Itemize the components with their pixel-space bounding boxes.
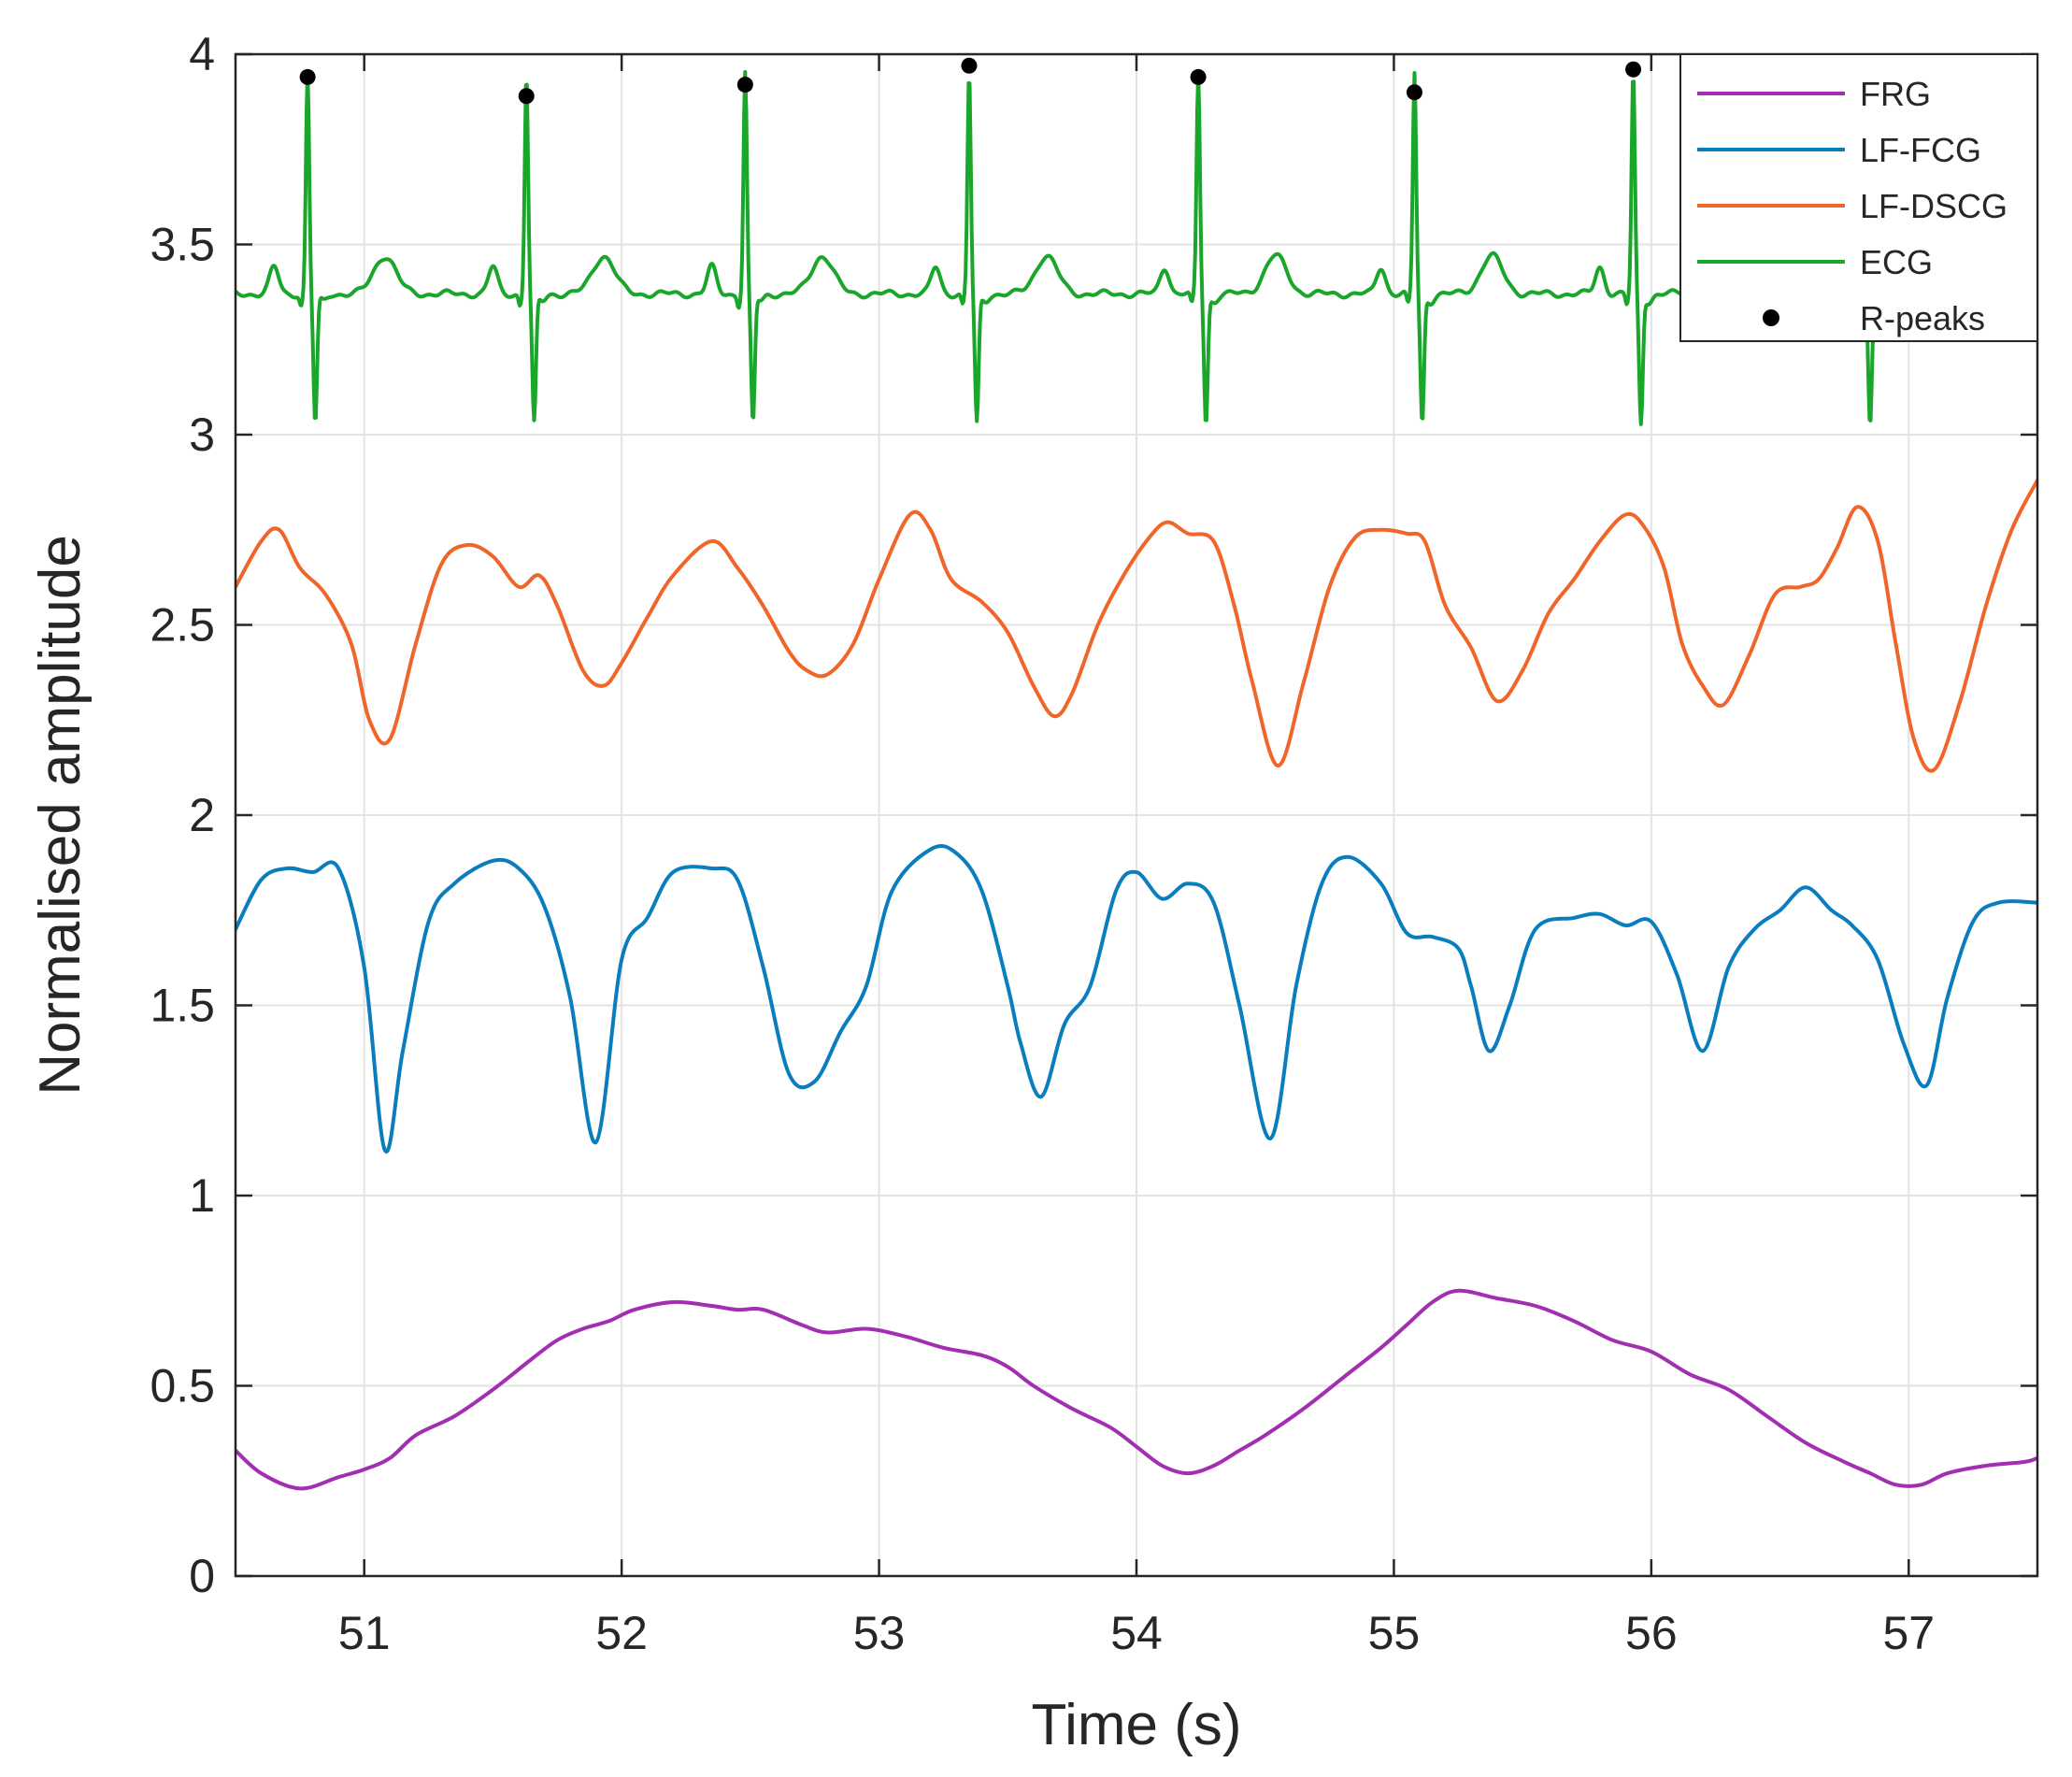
y-tick-label: 0.5 xyxy=(150,1360,215,1412)
x-tick-label: 54 xyxy=(1110,1607,1163,1659)
legend-box xyxy=(1679,53,2038,342)
legend-label-ecg: ECG xyxy=(1860,243,1933,281)
legend-marker-r-peaks xyxy=(1763,309,1779,326)
legend-label-frg: FRG xyxy=(1860,75,1931,113)
y-tick-label: 2.5 xyxy=(150,599,215,652)
y-tick-label: 1 xyxy=(189,1169,215,1222)
r-peak-marker xyxy=(1406,84,1422,101)
r-peak-marker xyxy=(961,57,978,74)
x-tick-label: 53 xyxy=(853,1607,906,1659)
x-tick-label: 51 xyxy=(338,1607,391,1659)
legend-label-lf-fcg: LF-FCG xyxy=(1860,131,1981,169)
r-peak-marker xyxy=(736,77,753,93)
x-axis-label: Time (s) xyxy=(1032,1693,1242,1757)
y-tick-label: 1.5 xyxy=(150,980,215,1032)
lf-dscg-series-line xyxy=(236,478,2037,773)
r-peak-marker xyxy=(518,88,535,105)
lf-fcg-series-line xyxy=(236,843,2037,1154)
r-peak-marker xyxy=(299,68,316,85)
legend: FRG LF-FCG LF-DSCG ECG R-peaks xyxy=(1679,53,2038,342)
y-tick-label: 2 xyxy=(189,789,215,841)
ticks xyxy=(236,52,2037,1578)
x-tick-label: 57 xyxy=(1882,1607,1935,1659)
x-tick-label: 56 xyxy=(1625,1607,1678,1659)
y-tick-label: 3 xyxy=(189,408,215,461)
y-axis-label: Normalised amplitude xyxy=(28,535,93,1096)
y-tick-label: 0 xyxy=(189,1550,215,1602)
x-tick-label: 52 xyxy=(595,1607,648,1659)
y-tick-label: 4 xyxy=(189,28,215,80)
frg-series-line xyxy=(236,1288,2037,1491)
r-peak-marker xyxy=(1625,61,1642,78)
legend-label-r-peaks: R-peaks xyxy=(1860,299,1985,337)
tick-labels: 51 52 53 54 55 56 57 0 0.5 1 1.5 2 2.5 3 3.5 4 xyxy=(150,28,1935,1659)
r-peak-marker xyxy=(1190,68,1207,85)
legend-label-lf-dscg: LF-DSCG xyxy=(1860,187,2008,225)
y-tick-label: 3.5 xyxy=(150,219,215,271)
x-tick-label: 55 xyxy=(1368,1607,1421,1659)
